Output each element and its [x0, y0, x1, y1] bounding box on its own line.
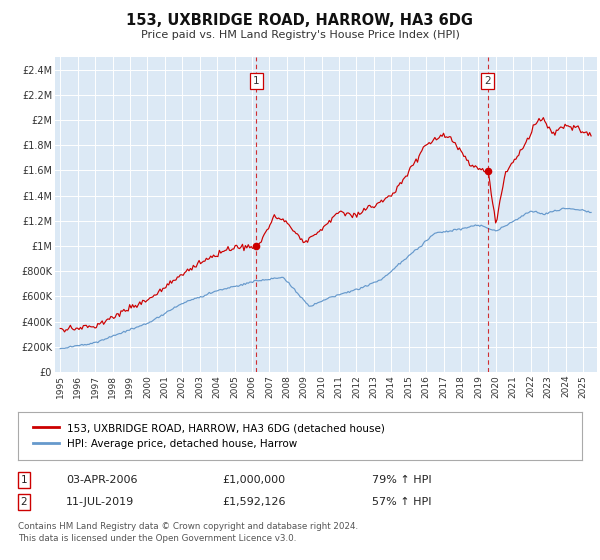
Text: Price paid vs. HM Land Registry's House Price Index (HPI): Price paid vs. HM Land Registry's House …	[140, 30, 460, 40]
Text: 1: 1	[253, 76, 260, 86]
Text: Contains HM Land Registry data © Crown copyright and database right 2024.
This d: Contains HM Land Registry data © Crown c…	[18, 522, 358, 543]
Text: 1: 1	[20, 475, 28, 485]
Text: 57% ↑ HPI: 57% ↑ HPI	[372, 497, 431, 507]
Text: 2: 2	[20, 497, 28, 507]
Text: 11-JUL-2019: 11-JUL-2019	[66, 497, 134, 507]
Text: 79% ↑ HPI: 79% ↑ HPI	[372, 475, 431, 485]
Text: 03-APR-2006: 03-APR-2006	[66, 475, 137, 485]
Text: £1,000,000: £1,000,000	[222, 475, 285, 485]
Text: 2: 2	[484, 76, 491, 86]
Text: £1,592,126: £1,592,126	[222, 497, 286, 507]
Legend: 153, UXBRIDGE ROAD, HARROW, HA3 6DG (detached house), HPI: Average price, detach: 153, UXBRIDGE ROAD, HARROW, HA3 6DG (det…	[29, 419, 389, 453]
Text: 153, UXBRIDGE ROAD, HARROW, HA3 6DG: 153, UXBRIDGE ROAD, HARROW, HA3 6DG	[127, 13, 473, 29]
